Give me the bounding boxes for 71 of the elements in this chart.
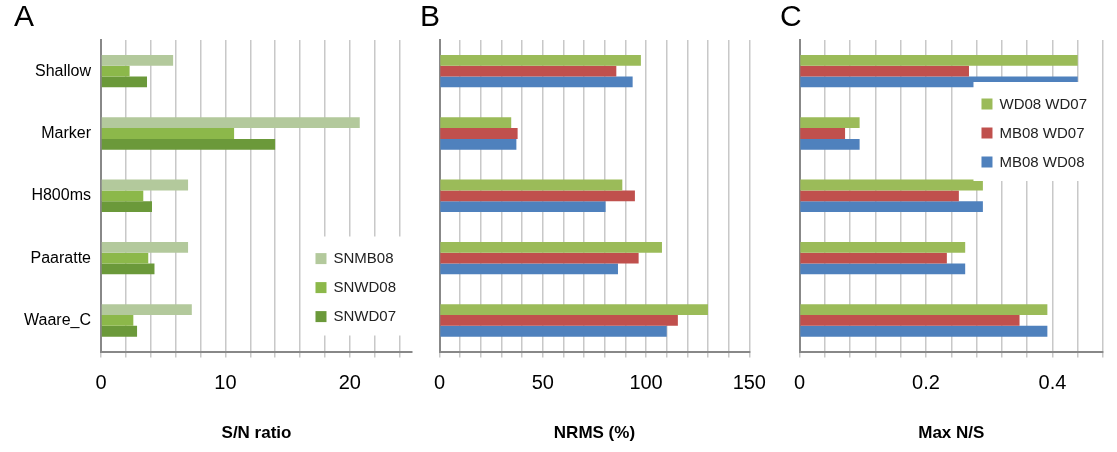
bar [101,128,235,139]
x-tick-label: 10 [214,371,237,394]
x-tick-label: 100 [629,371,663,394]
bar [101,54,174,66]
bar [101,179,189,191]
bar [440,138,517,150]
bar [101,65,130,77]
bar [101,252,149,264]
bar [440,76,633,88]
bar [440,54,641,66]
bar [101,117,360,129]
x-axis-title: NRMS (%) [553,423,636,443]
x-tick-label: 0 [95,371,107,394]
bar [440,201,606,212]
bar [101,315,134,326]
bar [440,241,662,253]
bar [800,138,860,150]
bar [800,325,1048,337]
bar [440,325,667,337]
bar [101,190,144,202]
bar [440,304,709,316]
bar [440,315,678,326]
bar [101,201,152,212]
x-tick-label: 0.2 [912,371,940,394]
legend-label: SNWD07 [333,307,396,325]
x-axis-title: S/N ratio [221,423,292,443]
y-tick-label: Shallow [34,61,92,79]
bar [440,65,617,77]
bar [800,304,1048,316]
bar [800,190,959,202]
bar [800,263,966,275]
bar [800,315,1020,326]
legend-label: MB08 WD07 [999,123,1085,141]
chart-title: B [420,0,441,33]
bar [800,201,983,212]
bar [101,325,138,337]
bar [440,179,623,191]
y-tick-label: Waare_C [24,310,91,329]
x-tick-label: 50 [531,371,554,394]
y-tick-label: H800ms [31,186,91,204]
bar [800,117,860,129]
y-tick-label: Marker [41,123,92,141]
legend-label: MB08 WD08 [999,152,1085,170]
bar [101,263,155,275]
x-tick-label: 150 [732,371,766,394]
bar [440,252,639,264]
bar [800,65,969,77]
legend-label: SNMB08 [333,249,394,267]
x-tick-label: 0 [434,371,446,394]
x-tick-label: 0.4 [1038,371,1067,394]
bar [101,76,148,88]
bar [440,263,618,275]
legend-label: WD08 WD07 [999,94,1088,112]
bar [440,117,512,129]
bar [440,128,518,139]
bar [800,252,947,264]
chart-title: A [14,0,35,33]
x-tick-label: 20 [338,371,361,394]
legend-label: SNWD08 [333,278,396,296]
bar [101,304,192,316]
x-tick-label: 0 [794,371,806,394]
x-axis-title: Max N/S [918,423,985,443]
bar [440,190,635,202]
bar [800,128,846,139]
bar [800,241,966,253]
bar [101,241,189,253]
bar [800,54,1078,66]
bar [800,179,983,191]
y-tick-label: Paaratte [30,248,92,266]
bar [101,138,276,150]
chart-title: C [780,0,802,33]
